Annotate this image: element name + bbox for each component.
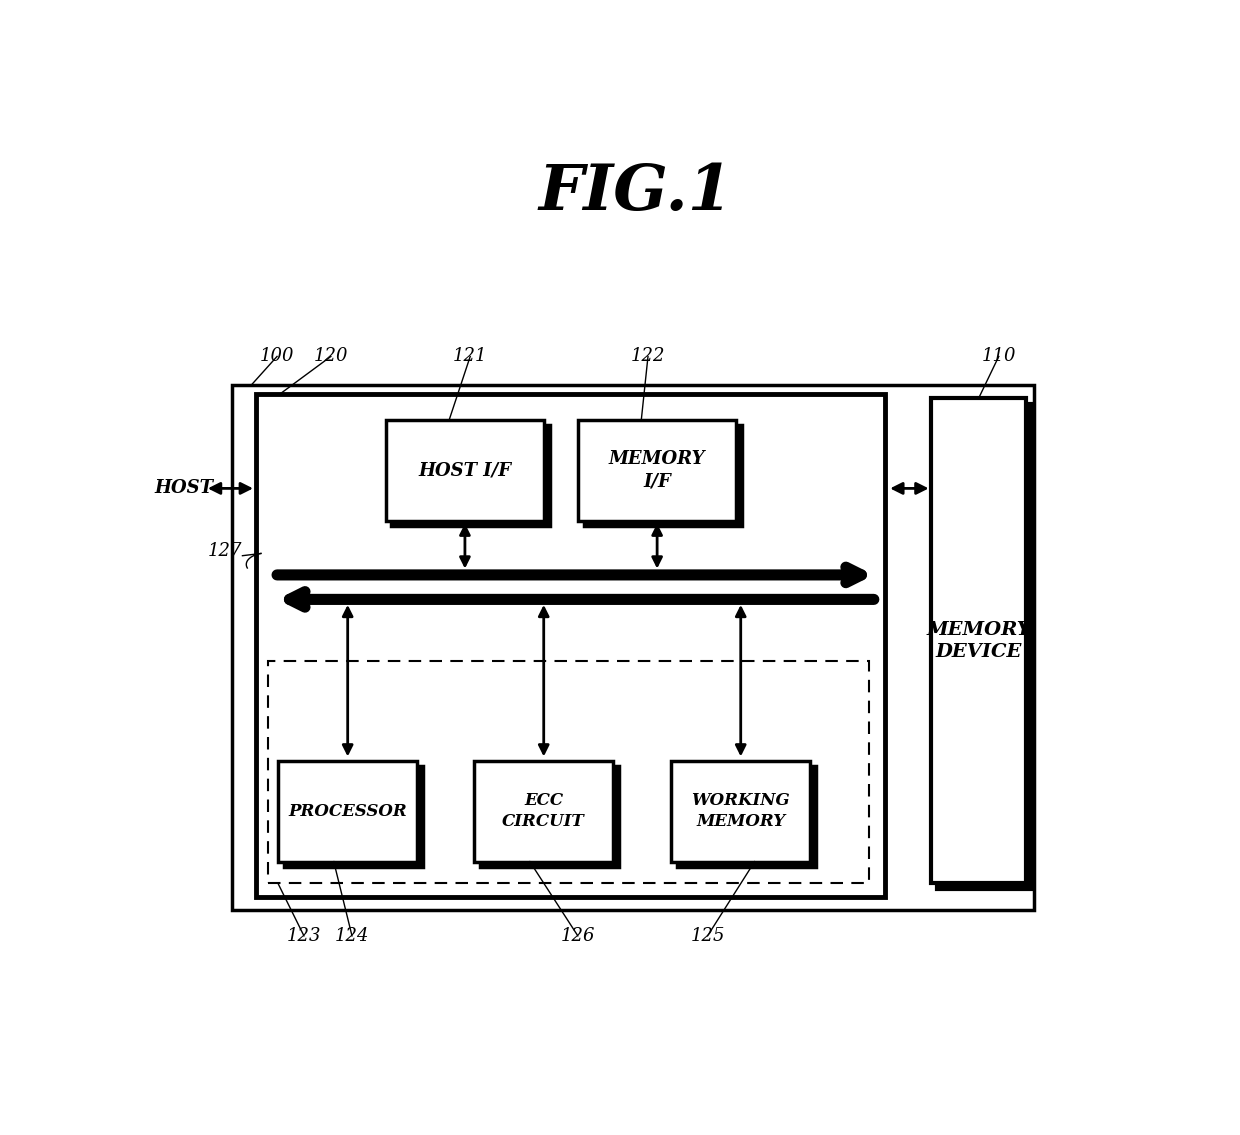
Text: 120: 120 [314,347,348,365]
Text: 124: 124 [335,927,370,944]
Bar [278,762,418,861]
Text: MEMORY
DEVICE: MEMORY DEVICE [926,621,1030,661]
Bar [937,404,1032,889]
Text: 125: 125 [691,927,725,944]
Text: HOST I/F: HOST I/F [418,462,511,479]
Text: WORKING
MEMORY: WORKING MEMORY [692,792,790,831]
Bar [386,420,544,521]
Bar [268,661,869,883]
Text: FIG.1: FIG.1 [538,162,733,224]
Bar [284,766,423,867]
Bar [578,420,737,521]
Text: 127: 127 [208,543,242,561]
Bar [255,394,885,897]
Text: 126: 126 [560,927,595,944]
Text: 110: 110 [982,347,1016,365]
Text: 100: 100 [260,347,294,365]
Bar [931,398,1025,883]
Bar [392,426,551,526]
Text: MEMORY
I/F: MEMORY I/F [609,451,706,490]
Text: HOST: HOST [154,479,213,497]
Text: 122: 122 [631,347,665,365]
Text: ECC
CIRCUIT: ECC CIRCUIT [502,792,585,831]
Text: PROCESSOR: PROCESSOR [289,802,407,819]
Bar [474,762,614,861]
Bar [671,762,811,861]
Bar [677,766,816,867]
Text: 121: 121 [453,347,487,365]
Text: 123: 123 [286,927,321,944]
Bar [232,385,1034,909]
Bar [480,766,619,867]
Bar [584,426,743,526]
